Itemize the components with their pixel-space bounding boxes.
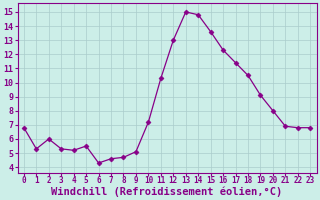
- X-axis label: Windchill (Refroidissement éolien,°C): Windchill (Refroidissement éolien,°C): [52, 186, 283, 197]
